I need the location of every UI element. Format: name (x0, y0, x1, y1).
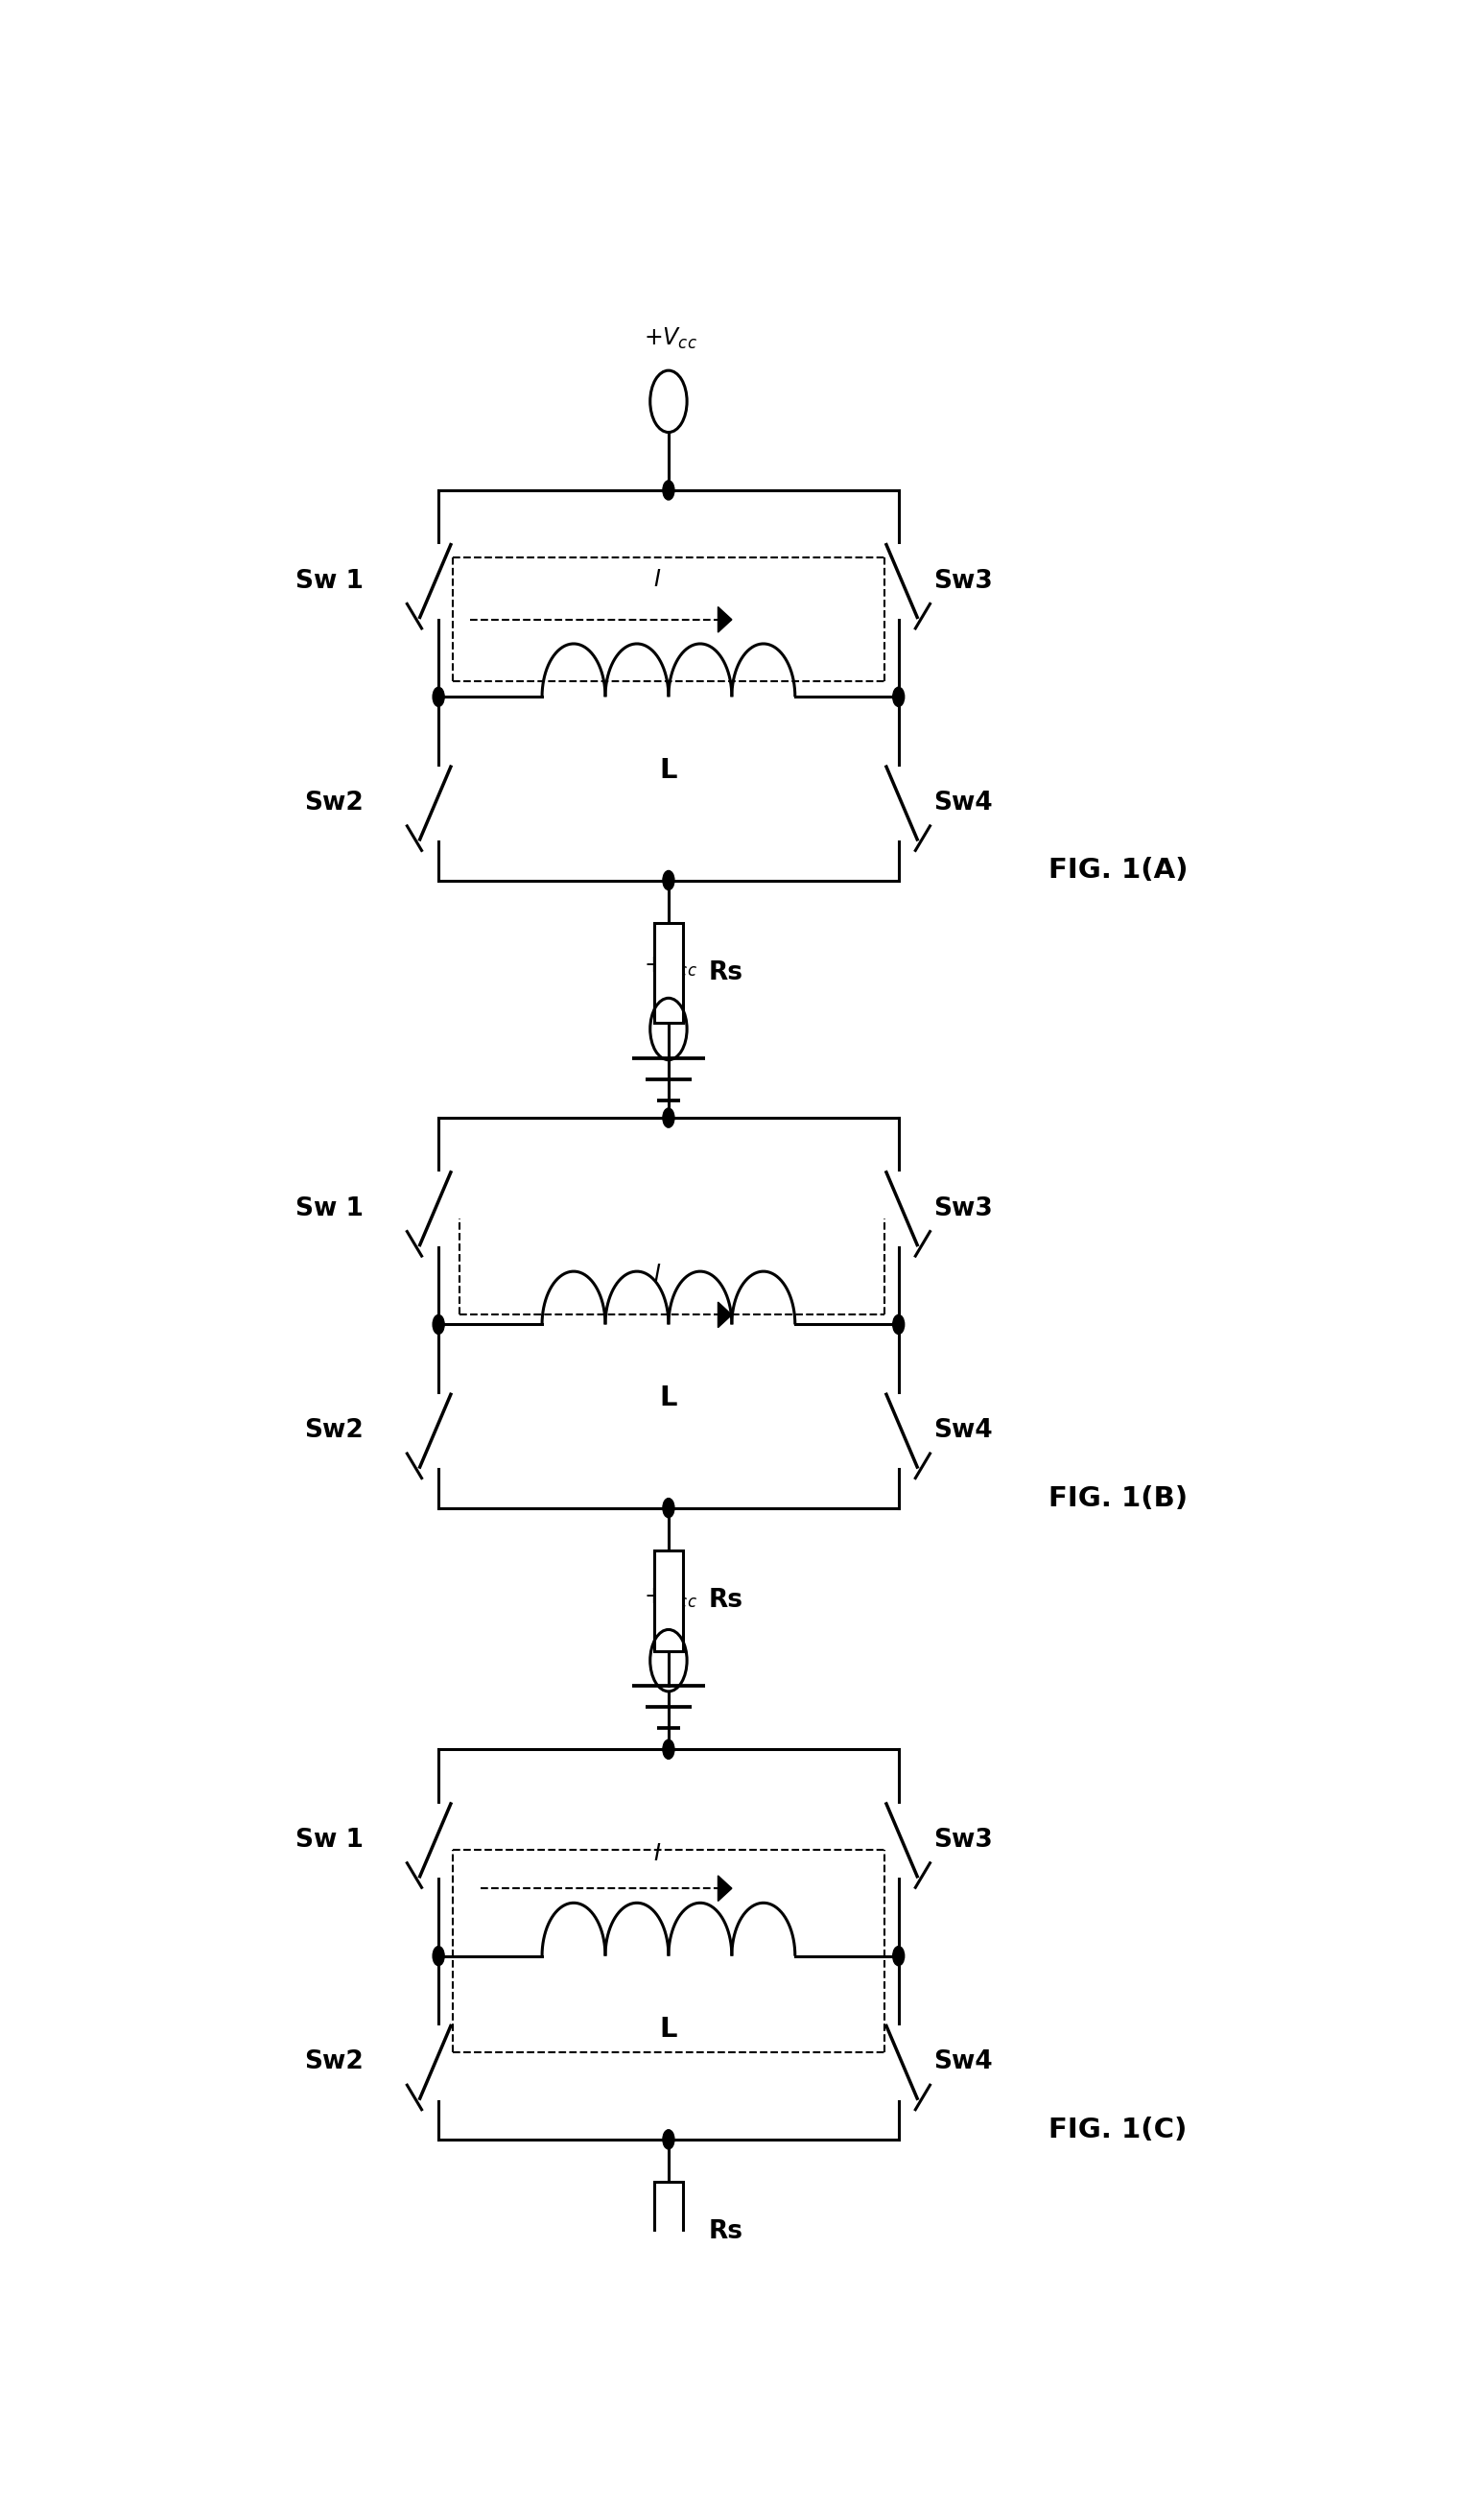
Text: FIG. 1(C): FIG. 1(C) (1048, 2117, 1187, 2144)
Circle shape (663, 2129, 674, 2149)
Polygon shape (718, 607, 732, 632)
Text: FIG. 1(A): FIG. 1(A) (1048, 858, 1187, 885)
Circle shape (663, 870, 674, 890)
Polygon shape (718, 1302, 732, 1327)
Circle shape (663, 1109, 674, 1129)
Text: L: L (660, 757, 677, 782)
Bar (654, 1550, 683, 1650)
Text: FIG. 1(B): FIG. 1(B) (1048, 1485, 1187, 1512)
Circle shape (893, 1946, 904, 1966)
Text: Sw2: Sw2 (304, 790, 364, 815)
Circle shape (893, 1314, 904, 1334)
Polygon shape (718, 1876, 732, 1901)
Text: Sw 1: Sw 1 (295, 1828, 364, 1853)
Text: Sw2: Sw2 (304, 1417, 364, 1442)
Text: Sw3: Sw3 (933, 1828, 993, 1853)
Text: $+V_{cc}$: $+V_{cc}$ (644, 1585, 697, 1610)
Bar (654, 2182, 683, 2282)
Text: L: L (660, 1384, 677, 1412)
Text: $+V_{cc}$: $+V_{cc}$ (644, 326, 697, 351)
Text: Sw 1: Sw 1 (295, 1196, 364, 1221)
Circle shape (433, 687, 444, 707)
Text: L: L (660, 2016, 677, 2044)
Circle shape (433, 1946, 444, 1966)
Bar (654, 923, 683, 1023)
Text: Sw2: Sw2 (304, 2049, 364, 2074)
Text: Rs: Rs (709, 2220, 743, 2245)
Text: Sw3: Sw3 (933, 569, 993, 594)
Text: Sw3: Sw3 (933, 1196, 993, 1221)
Circle shape (663, 482, 674, 499)
Text: Rs: Rs (709, 1588, 743, 1613)
Text: I: I (653, 1843, 660, 1866)
Circle shape (663, 1497, 674, 1517)
Circle shape (663, 1741, 674, 1758)
Text: $+V_{cc}$: $+V_{cc}$ (644, 953, 697, 978)
Circle shape (893, 687, 904, 707)
Text: Sw 1: Sw 1 (295, 569, 364, 594)
Circle shape (433, 1314, 444, 1334)
Text: I: I (653, 567, 660, 592)
Text: Sw4: Sw4 (933, 2049, 993, 2074)
Text: I: I (653, 1264, 660, 1287)
Text: Sw4: Sw4 (933, 790, 993, 815)
Text: Sw4: Sw4 (933, 1417, 993, 1442)
Text: Rs: Rs (709, 961, 743, 986)
